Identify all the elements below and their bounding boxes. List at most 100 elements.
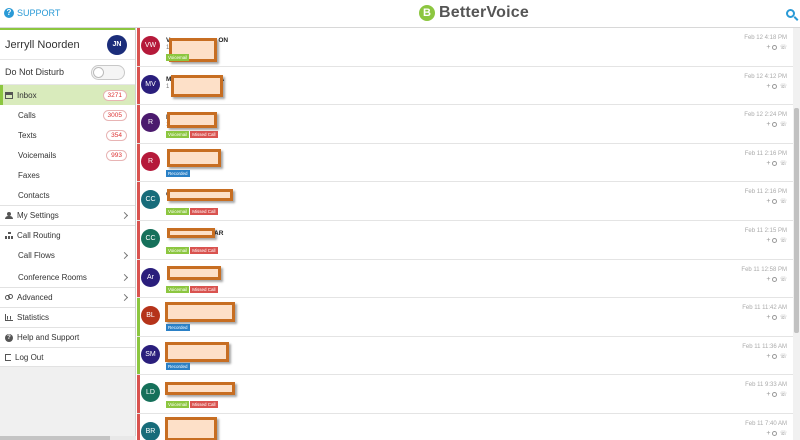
- message-row[interactable]: R Recorded Feb 11 2:16 PM + ☏: [137, 143, 793, 183]
- gear-icon[interactable]: [772, 83, 778, 89]
- sidebar-item-advanced[interactable]: Advanced: [0, 287, 135, 307]
- vertical-scrollbar[interactable]: [793, 28, 800, 440]
- gear-icon[interactable]: [772, 238, 778, 243]
- add-contact-icon[interactable]: +: [766, 82, 771, 90]
- support-link[interactable]: ? SUPPORT: [4, 8, 60, 18]
- person-icon: [5, 212, 13, 219]
- message-row[interactable]: LD Voicemail Missed Call Feb 11 9:33 AM + ☏: [137, 375, 793, 414]
- message-timestamp: Feb 12 4:18 PM: [744, 35, 787, 41]
- add-contact-icon[interactable]: +: [766, 44, 771, 51]
- sidebar-item-contacts[interactable]: Contacts: [0, 185, 135, 205]
- calls-count-badge: 3005: [102, 109, 127, 121]
- add-contact-icon[interactable]: +: [766, 198, 771, 206]
- message-list: VWVON1VoicemailFeb 12 4:18 PM+☏MVMA1 (Fe…: [137, 28, 793, 440]
- phone-icon[interactable]: ☏: [779, 45, 787, 51]
- gear-icon[interactable]: [772, 45, 778, 50]
- phone-icon[interactable]: ☏: [779, 238, 787, 244]
- sidebar-item-conference-rooms[interactable]: Conference Rooms: [0, 267, 135, 287]
- contact-avatar[interactable]: BL: [141, 306, 160, 326]
- add-contact-icon[interactable]: +: [766, 121, 771, 129]
- message-row[interactable]: CC AR Voicemail Missed Call Feb 11 2:15 PM + ☏: [137, 221, 793, 260]
- add-contact-icon[interactable]: +: [766, 352, 771, 360]
- contact-avatar[interactable]: MV: [141, 74, 160, 94]
- voicemail-tag: Voicemail: [166, 285, 190, 293]
- user-profile[interactable]: Jerryll Noorden JN: [0, 30, 135, 60]
- sidebar-item-call-flows[interactable]: Call Flows: [0, 245, 135, 265]
- sidebar-horizontal-scrollbar[interactable]: [0, 436, 136, 440]
- message-tags: Recorded: [166, 362, 190, 370]
- message-actions: + ☏: [766, 276, 787, 283]
- contact-avatar[interactable]: Ar: [141, 267, 160, 287]
- phone-icon[interactable]: ☏: [779, 276, 787, 283]
- contact-avatar[interactable]: LD: [141, 383, 160, 403]
- voicemail-tag: Voicemail: [166, 54, 190, 61]
- message-row[interactable]: MVMA1 (Feb 12 4:12 PM+☏: [137, 66, 793, 106]
- add-contact-icon[interactable]: +: [766, 275, 771, 283]
- sidebar-item-help-and-support[interactable]: ? Help and Support: [0, 327, 135, 347]
- contact-avatar[interactable]: CC: [141, 229, 160, 248]
- brand-name: BetterVoice: [439, 4, 529, 21]
- contact-avatar[interactable]: BR: [141, 422, 160, 440]
- sidebar-item-statistics[interactable]: Statistics: [0, 307, 135, 327]
- scrollbar-thumb[interactable]: [0, 436, 110, 440]
- phone-icon[interactable]: ☏: [779, 431, 787, 437]
- avatar[interactable]: JN: [107, 34, 127, 55]
- redaction-box: [167, 228, 215, 238]
- gear-icon[interactable]: [772, 392, 778, 398]
- sidebar-item-my-settings[interactable]: My Settings: [0, 205, 135, 225]
- sidebar-item-label: Log Out: [15, 352, 44, 362]
- missed-call-tag: Missed Call: [190, 401, 218, 409]
- sidebar-item-log-out[interactable]: Log Out: [0, 347, 135, 367]
- message-row[interactable]: BL Recorded Feb 11 11:42 AM + ☏: [137, 298, 793, 337]
- message-row[interactable]: VWVON1VoicemailFeb 12 4:18 PM+☏: [137, 28, 793, 67]
- phone-icon[interactable]: ☏: [779, 353, 787, 360]
- message-tags: Voicemail Missed Call: [166, 247, 218, 254]
- gear-icon[interactable]: [772, 315, 778, 321]
- gear-icon[interactable]: [772, 353, 778, 359]
- message-row[interactable]: SM Recorded Feb 11 11:36 AM + ☏: [137, 336, 793, 376]
- message-tags: Recorded: [166, 324, 190, 332]
- sidebar-item-label: Texts: [18, 130, 37, 140]
- phone-icon[interactable]: ☏: [779, 392, 787, 399]
- brand-logo[interactable]: B BetterVoice: [419, 4, 529, 22]
- chevron-right-icon: [120, 211, 129, 220]
- redaction-box: [167, 265, 221, 280]
- contact-avatar[interactable]: CC: [141, 190, 160, 210]
- support-label[interactable]: SUPPORT: [17, 8, 61, 18]
- phone-icon[interactable]: ☏: [779, 122, 787, 129]
- sidebar-item-faxes[interactable]: Faxes: [0, 165, 135, 185]
- gear-icon[interactable]: [772, 122, 778, 128]
- add-contact-icon[interactable]: +: [766, 159, 771, 167]
- gear-icon[interactable]: [772, 160, 778, 166]
- gear-icon[interactable]: [772, 431, 778, 436]
- sidebar-item-call-routing[interactable]: Call Routing: [0, 225, 135, 245]
- phone-icon[interactable]: ☏: [779, 160, 787, 167]
- sidebar-item-voicemails[interactable]: Voicemails 993: [0, 145, 135, 165]
- sidebar-item-inbox[interactable]: Inbox 3271: [0, 85, 135, 105]
- contact-avatar[interactable]: SM: [141, 344, 160, 364]
- do-not-disturb-toggle[interactable]: [91, 64, 125, 80]
- contact-avatar[interactable]: R: [141, 151, 160, 171]
- add-contact-icon[interactable]: +: [766, 314, 771, 322]
- add-contact-icon[interactable]: +: [766, 430, 771, 437]
- phone-icon[interactable]: ☏: [779, 199, 787, 206]
- scrollbar-thumb[interactable]: [794, 108, 799, 333]
- message-actions: + ☏: [766, 314, 787, 321]
- contact-avatar[interactable]: VW: [141, 36, 160, 55]
- recorded-tag: Recorded: [166, 169, 190, 177]
- phone-icon[interactable]: ☏: [779, 83, 787, 90]
- add-contact-icon[interactable]: +: [766, 237, 771, 244]
- phone-icon[interactable]: ☏: [779, 315, 787, 322]
- add-contact-icon[interactable]: +: [766, 391, 771, 399]
- message-row[interactable]: Ar Voicemail Missed Call Feb 11 12:58 PM + ☏: [137, 259, 793, 299]
- gear-icon[interactable]: [772, 276, 778, 282]
- contact-avatar[interactable]: R: [141, 113, 160, 133]
- sidebar-item-texts[interactable]: Texts 354: [0, 125, 135, 145]
- redaction-box: [165, 341, 229, 362]
- sidebar-item-calls[interactable]: Calls 3005: [0, 105, 135, 125]
- search-icon[interactable]: [786, 9, 795, 18]
- gear-icon[interactable]: [772, 199, 778, 205]
